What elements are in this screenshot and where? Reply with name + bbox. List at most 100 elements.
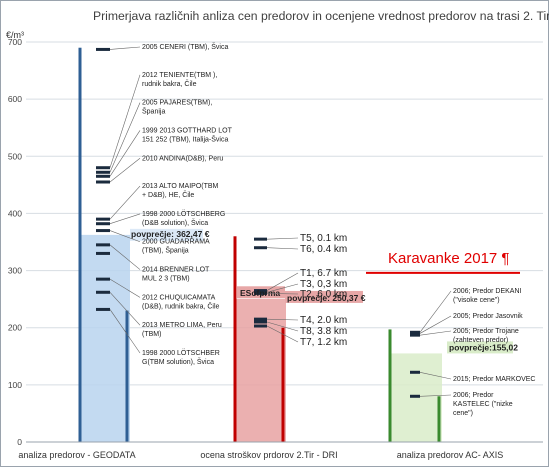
tunnel-label: (TBM): [142, 331, 161, 338]
leader-line: [109, 185, 141, 220]
leader-line: [419, 394, 452, 397]
tunnel-label: 1998 2000 LÖTSCHBERG: [142, 210, 225, 218]
leader-line: [266, 247, 299, 250]
average-label: povprečje: 362,47 €: [131, 229, 210, 239]
tunnel-label: 2012 CHUQUICAMATA: [142, 294, 216, 301]
tunnel-label: (TBM), Španija: [142, 246, 189, 255]
tunnel-label: T7, 1.2 km: [300, 337, 347, 348]
average-label: povprečje: 250,37 €: [287, 293, 366, 303]
tunnel-mark: [410, 370, 420, 374]
leader-line: [109, 158, 141, 183]
average-label-box: [285, 290, 363, 303]
range-bars: [78, 47, 441, 442]
leader-line: [266, 293, 299, 295]
leader-line: [266, 272, 299, 291]
leader-line: [419, 315, 452, 334]
tunnel-label: (zahteven predor): [453, 337, 508, 344]
average-label-box: [447, 341, 513, 354]
leader-line: [266, 318, 299, 321]
leader-line: [109, 230, 141, 243]
y-tick-label: 300: [8, 266, 22, 276]
leader-line: [109, 278, 141, 298]
leader-line: [109, 244, 141, 270]
tunnel-mark: [96, 166, 110, 170]
leader-line: [419, 371, 452, 380]
range-bar: [78, 47, 82, 442]
tunnel-label: 2005; Predor Jasovnik: [453, 313, 523, 320]
tunnel-label: T4, 2.0 km: [300, 315, 347, 326]
tunnel-label: 2015; Predor MARKOVEC: [453, 376, 535, 383]
average-label: povprečje:155,02: [449, 342, 518, 352]
tunnel-label: 2005 PAJARES(TBM),: [142, 100, 212, 107]
chart-title: Primerjava različnih anliza cen predorov…: [93, 9, 549, 23]
secondary-bar: [281, 327, 285, 442]
tunnel-label: 2013 METRO LIMA, Peru: [142, 322, 222, 329]
tunnel-mark: [410, 333, 420, 337]
axes: 0 100 200 300 400 500 600 700 analiza predorov -…: [8, 37, 543, 460]
range-bar: [388, 329, 392, 442]
tunnel-label: 2014 BRENNER LOT: [142, 267, 210, 274]
tunnel-label: 2000 GUADARRAMA: [142, 239, 210, 246]
leader-line: [109, 102, 141, 173]
tunnel-label: MUL 2 3 (TBM): [142, 276, 190, 283]
tunnel-mark: [96, 174, 110, 178]
leader-line: [266, 325, 299, 343]
secondary-bar: [437, 396, 441, 442]
tunnel-mark: [254, 324, 267, 328]
tunnel-label: T2, 6.0 km: [300, 289, 347, 300]
tunnel-mark: [254, 291, 267, 295]
tunnel-label: Španija: [142, 107, 165, 116]
tunnel-marks: [96, 47, 520, 398]
x-category-label: analiza predorov AC- AXIS: [397, 450, 504, 460]
tunnel-mark: [254, 237, 267, 241]
y-tick-label: 600: [8, 94, 22, 104]
tunnel-mark: [96, 277, 110, 281]
tunnel-label: KASTELEC ("nizke: [453, 401, 513, 408]
tunnel-mark: [96, 170, 110, 174]
range-boxes: [80, 228, 513, 442]
tunnel-mark: [254, 320, 267, 324]
leader-line: [266, 237, 299, 240]
tunnel-mark: [96, 251, 110, 255]
tunnel-label: + D&B), HE, Čile: [142, 190, 194, 199]
tunnel-label: 2005; Predor Trojane: [453, 328, 519, 335]
tunnel-mark: [96, 243, 110, 247]
tunnel-mark: [96, 222, 110, 226]
average-label-box: [130, 228, 203, 241]
extra-box-label: ESofprma: [240, 288, 280, 298]
tunnel-mark: [96, 47, 110, 51]
tunnel-mark: [96, 217, 110, 221]
tunnel-label: (D&B solution), Švica: [142, 218, 208, 227]
tunnel-label: 2012 TENIENTE(TBM ),: [142, 72, 217, 79]
range-bar: [233, 236, 237, 442]
y-tick-label: 0: [17, 437, 22, 447]
tunnel-mark: [410, 331, 420, 335]
leader-line: [109, 130, 141, 177]
tunnel-label: 151 252 (TBM), Italija-Švica: [142, 134, 228, 143]
leader-line: [109, 292, 141, 326]
x-category-label: analiza predorov - GEODATA: [18, 450, 135, 460]
leader-line: [109, 309, 141, 354]
tunnel-label: T5, 0.1 km: [300, 233, 347, 244]
y-tick-label: 500: [8, 151, 22, 161]
leader-line: [419, 330, 452, 336]
tunnel-label: T6, 0.4 km: [300, 244, 347, 255]
tunnel-mark: [96, 180, 110, 184]
tunnel-mark: [254, 289, 267, 293]
tunnel-label: 1999 2013 GOTTHARD LOT: [142, 127, 233, 134]
tunnel-label: rudnik bakra, Čile: [142, 79, 197, 88]
tunnel-label: T8, 3.8 km: [300, 326, 347, 337]
y-axis-label: €/m³: [6, 30, 24, 40]
tunnel-label: 2005 CENERI (TBM), Švica: [142, 42, 228, 51]
leader-line: [109, 74, 141, 168]
tunnel-label: cene"): [453, 410, 473, 417]
tunnel-label: 1998 2000 LÖTSCHBER: [142, 349, 220, 357]
tunnel-mark: [96, 290, 110, 294]
karavanke-label: Karavanke 2017 ¶: [388, 250, 509, 267]
average-fill-box: [80, 234, 130, 442]
leader-line: [266, 321, 299, 332]
tunnel-labels: povprečje: 362,47 € 2005 CENERI (TBM), Šv…: [109, 42, 535, 417]
tunnel-label: (D&B), rudnik bakra, Čile: [142, 301, 220, 310]
tunnel-mark: [96, 229, 110, 233]
